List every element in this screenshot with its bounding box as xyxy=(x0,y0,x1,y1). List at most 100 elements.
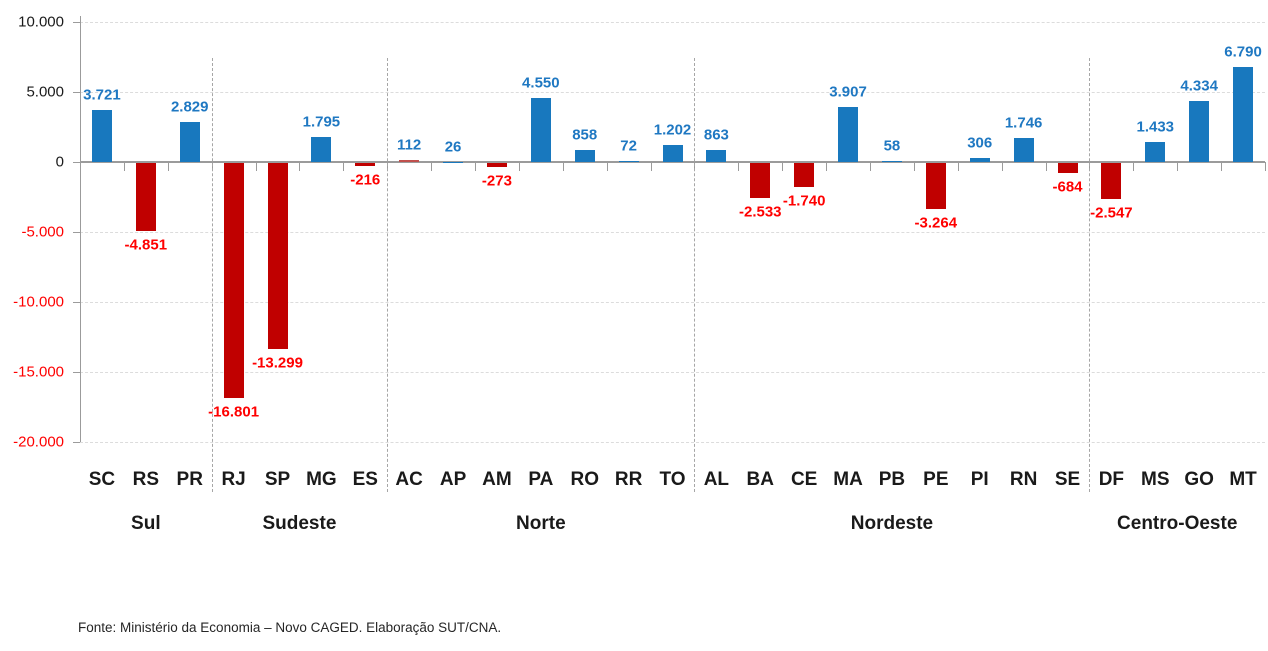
value-label-PB: 58 xyxy=(883,137,901,155)
x-axis-tick xyxy=(1177,162,1179,171)
bar-AC xyxy=(399,160,420,162)
y-gridline xyxy=(80,442,1265,443)
value-label-PA: 4.550 xyxy=(522,74,560,92)
x-axis-label-DF: DF xyxy=(1098,469,1125,490)
bar-PB xyxy=(881,161,902,162)
x-axis-tick xyxy=(475,162,476,171)
x-axis-label-BA: BA xyxy=(746,469,774,490)
value-label-PI: 306 xyxy=(967,134,993,152)
bar-SC xyxy=(91,109,112,162)
x-axis-label-MT: MT xyxy=(1229,469,1257,490)
x-axis-label-TO: TO xyxy=(659,469,686,490)
value-label-RS: -4.851 xyxy=(124,236,168,254)
y-axis-tick xyxy=(73,302,80,303)
x-axis-tick xyxy=(738,162,740,171)
x-axis-label-CE: CE xyxy=(790,469,818,490)
x-axis-tick xyxy=(782,162,784,171)
bar-PI xyxy=(969,157,990,162)
x-axis-tick xyxy=(562,162,564,171)
value-label-TO: 1.202 xyxy=(653,121,692,139)
bar-ES xyxy=(355,163,376,167)
x-axis-label-PE: PE xyxy=(923,469,949,490)
y-axis-tick xyxy=(73,232,80,233)
value-label-ES: -216 xyxy=(350,171,381,189)
y-tick-label: 10.000 xyxy=(18,13,64,31)
region-label-nordeste: Nordeste xyxy=(850,513,934,534)
value-label-RJ: -16.801 xyxy=(208,403,260,421)
x-axis-label-PR: PR xyxy=(176,469,203,490)
y-gridline xyxy=(80,372,1265,373)
x-axis-tick xyxy=(343,162,345,171)
source-note: Fonte: Ministério da Economia – Novo CAG… xyxy=(78,620,502,635)
x-axis-tick xyxy=(431,162,433,171)
bar-AL xyxy=(706,149,727,162)
value-label-AM: -273 xyxy=(481,172,512,190)
x-axis-tick xyxy=(870,162,871,171)
bar-MT xyxy=(1233,66,1254,162)
x-axis-label-AC: AC xyxy=(395,469,423,490)
y-axis-tick xyxy=(73,92,80,93)
bar-MA xyxy=(838,107,859,162)
bar-BA xyxy=(750,163,771,199)
value-label-DF: -2.547 xyxy=(1090,204,1133,222)
value-label-AP: 26 xyxy=(444,138,462,156)
x-axis-label-SE: SE xyxy=(1054,469,1081,490)
x-axis-label-SP: SP xyxy=(264,469,291,490)
bar-RS xyxy=(135,163,156,231)
region-separator xyxy=(387,58,389,492)
x-axis-label-MA: MA xyxy=(833,469,863,490)
value-label-AC: 112 xyxy=(397,136,422,154)
y-tick-label: 0 xyxy=(55,153,64,171)
x-axis-tick xyxy=(1001,162,1003,171)
x-axis-label-SC: SC xyxy=(88,469,116,490)
bar-AP xyxy=(443,161,464,163)
y-gridline xyxy=(80,232,1265,233)
y-axis-tick xyxy=(73,162,80,163)
y-tick-label: 5.000 xyxy=(26,83,64,101)
region-label-sul: Sul xyxy=(131,513,161,534)
bar-DF xyxy=(1101,163,1122,199)
region-separator xyxy=(211,58,213,492)
value-label-MS: 1.433 xyxy=(1136,118,1175,136)
value-label-MA: 3.907 xyxy=(829,83,867,101)
region-label-norte: Norte xyxy=(516,513,566,534)
x-axis-label-RJ: RJ xyxy=(221,469,246,490)
x-axis-tick xyxy=(913,162,915,171)
x-axis-label-RS: RS xyxy=(132,469,160,490)
bar-SE xyxy=(1057,163,1078,173)
value-label-BA: -2.533 xyxy=(738,203,782,221)
bar-RR xyxy=(618,160,639,162)
region-label-centro-oeste: Centro-Oeste xyxy=(1117,513,1238,534)
x-axis-tick xyxy=(80,162,81,171)
x-axis-tick xyxy=(650,162,652,171)
x-axis-tick xyxy=(1045,162,1047,171)
y-gridline xyxy=(80,22,1265,23)
x-axis-label-GO: GO xyxy=(1184,469,1214,490)
value-label-MT: 6.790 xyxy=(1224,43,1262,61)
value-label-SP: -13.299 xyxy=(252,354,303,372)
value-label-RR: 72 xyxy=(620,137,637,155)
value-label-CE: -1.740 xyxy=(782,192,826,210)
value-label-PE: -3.264 xyxy=(914,214,958,232)
x-axis-tick xyxy=(518,162,520,171)
value-label-MG: 1.795 xyxy=(302,113,341,131)
value-label-PR: 2.829 xyxy=(170,98,209,116)
y-gridline xyxy=(80,302,1265,303)
x-axis-label-AM: AM xyxy=(482,469,512,490)
bar-PR xyxy=(179,122,200,162)
x-axis-label-MG: MG xyxy=(306,469,337,490)
y-axis-line xyxy=(80,16,81,442)
x-axis-label-PI: PI xyxy=(970,469,989,490)
x-axis-label-RR: RR xyxy=(614,469,643,490)
x-axis-tick xyxy=(957,162,959,171)
bar-PE xyxy=(925,163,946,209)
value-label-SE: -684 xyxy=(1052,178,1083,196)
value-label-GO: 4.334 xyxy=(1180,77,1218,95)
bar-AM xyxy=(486,163,507,167)
value-label-SC: 3.721 xyxy=(83,86,121,104)
x-axis-label-RO: RO xyxy=(570,469,599,490)
x-axis-label-AP: AP xyxy=(439,469,467,490)
bar-GO xyxy=(1189,101,1210,162)
x-axis-tick xyxy=(1133,162,1135,171)
